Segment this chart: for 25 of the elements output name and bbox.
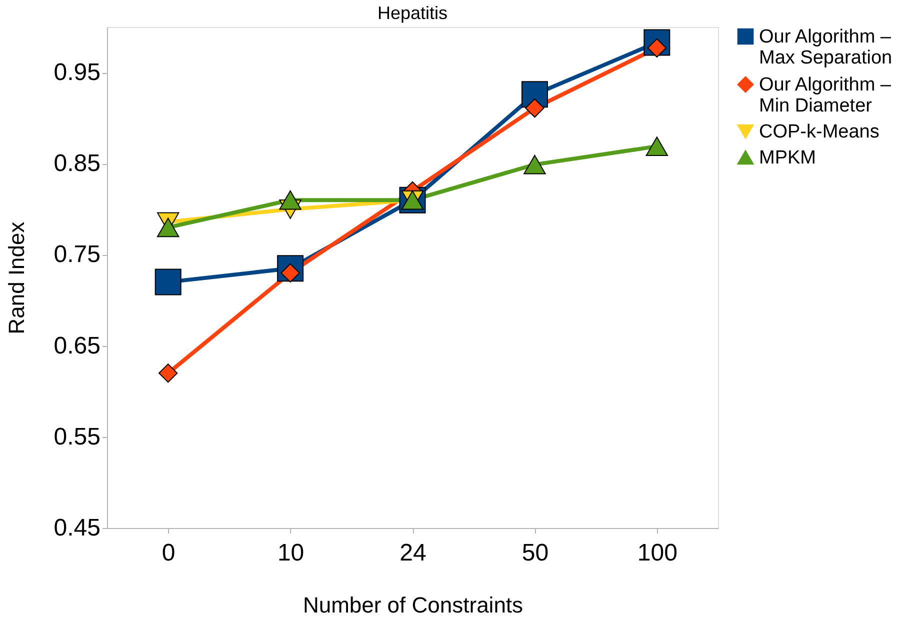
legend-label: COP-k-Means	[759, 122, 880, 142]
x-tick-label: 24	[400, 540, 426, 566]
x-tick-label: 100	[637, 540, 678, 566]
x-axis-title: Number of Constraints	[302, 592, 524, 618]
point	[524, 154, 546, 174]
legend-label: MPKM	[759, 148, 816, 168]
point	[279, 190, 302, 210]
point	[646, 136, 668, 156]
point	[158, 364, 178, 383]
x-tick-label: 50	[522, 540, 549, 566]
y-tick-label: 0.75	[54, 241, 100, 268]
y-tick-label: 0.45	[54, 514, 100, 542]
y-tick-label: 0.55	[54, 423, 100, 450]
point	[525, 98, 544, 118]
point	[156, 218, 180, 238]
y-tick-label: 0.65	[54, 332, 100, 360]
x-tick-label: 0	[162, 540, 176, 566]
chart-title: Hepatitis	[377, 3, 448, 23]
point	[154, 268, 182, 296]
x-tick-label: 10	[277, 540, 304, 566]
y-axis-title: Rand Index	[4, 222, 29, 334]
y-tick-label: 0.85	[54, 150, 100, 178]
y-tick-label: 0.95	[54, 59, 100, 86]
legend-label: Our Algorithm – Min Diameter	[759, 74, 892, 116]
legend-label: Our Algorithm – Max Separation	[759, 26, 892, 68]
